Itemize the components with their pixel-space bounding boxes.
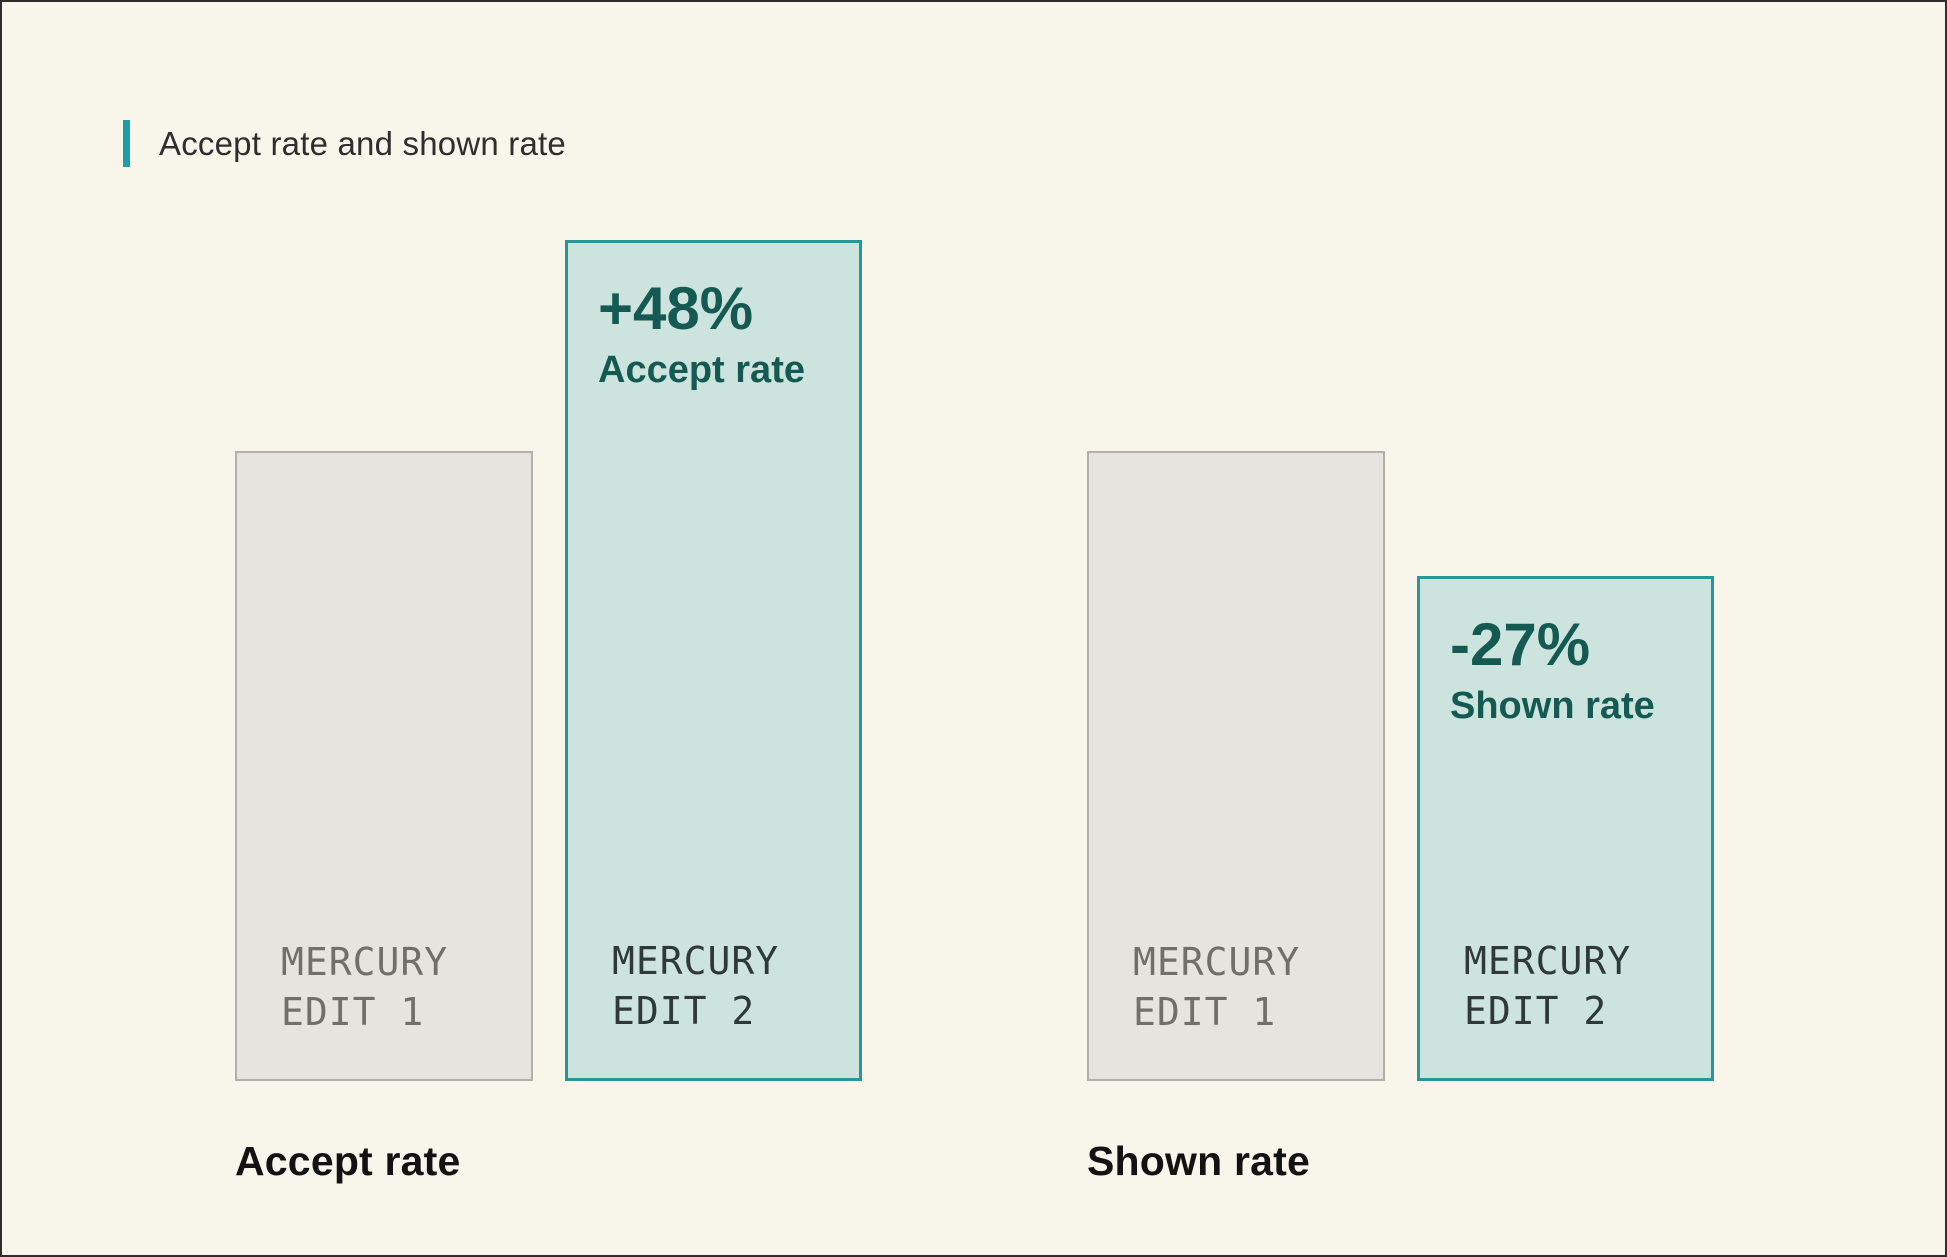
- bar-label-line2: EDIT 1: [1133, 990, 1277, 1034]
- bar-label-line1: MERCURY: [1133, 940, 1301, 984]
- bar-series-label: MERCURY EDIT 1: [281, 937, 448, 1037]
- metric-change-value: +48%: [598, 275, 754, 342]
- header: Accept rate and shown rate: [123, 120, 566, 167]
- bar-accept-mercury-edit-1: MERCURY EDIT 1: [235, 451, 533, 1081]
- metric-change-label: Accept rate: [598, 349, 805, 391]
- metric-change-value: -27%: [1450, 611, 1591, 678]
- bar-label-line2: EDIT 2: [1464, 989, 1608, 1033]
- bar-label-line1: MERCURY: [1464, 939, 1632, 983]
- bar-series-label: MERCURY EDIT 2: [612, 936, 779, 1036]
- group-label-accept-rate: Accept rate: [235, 1138, 461, 1184]
- bar-shown-mercury-edit-2: -27% Shown rate MERCURY EDIT 2: [1417, 576, 1714, 1081]
- bar-label-line2: EDIT 1: [281, 990, 425, 1034]
- metric-change-label: Shown rate: [1450, 685, 1655, 727]
- bar-series-label: MERCURY EDIT 2: [1464, 936, 1631, 1036]
- bar-label-line1: MERCURY: [281, 940, 449, 984]
- group-label-shown-rate: Shown rate: [1087, 1138, 1310, 1184]
- page-title: Accept rate and shown rate: [159, 124, 566, 162]
- bar-accept-mercury-edit-2: +48% Accept rate MERCURY EDIT 2: [565, 240, 862, 1081]
- title-accent-bar: [123, 120, 130, 167]
- bar-label-line1: MERCURY: [612, 939, 780, 983]
- bar-label-line2: EDIT 2: [612, 989, 756, 1033]
- metric-annotation-shown: -27% Shown rate: [1450, 613, 1655, 728]
- metric-annotation-accept: +48% Accept rate: [598, 277, 805, 392]
- bar-series-label: MERCURY EDIT 1: [1133, 937, 1300, 1037]
- bar-shown-mercury-edit-1: MERCURY EDIT 1: [1087, 451, 1385, 1081]
